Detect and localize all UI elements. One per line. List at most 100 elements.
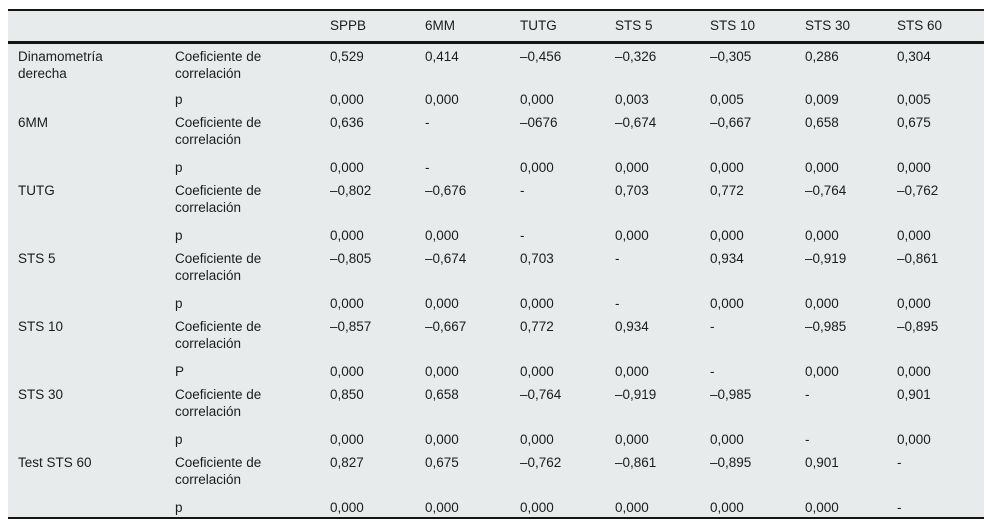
p-value: 0,000 [805,500,839,515]
coefficient-value: - [615,251,620,266]
coefficient-row: Test STS 60 Coeficiente de correlación 0,8… [8,450,984,495]
coefficient-value: 0,529 [330,48,364,64]
column-header-sts-10: STS 10 [710,18,756,34]
coefficient-value: 0,901 [805,455,839,470]
p-value: 0,000 [520,500,554,515]
p-value-row: p 0,000 0,000 0,000 0,003 0,005 0,009 0,005 [8,87,984,110]
coefficient-value: –0,456 [520,48,562,64]
coefficient-value: 0,703 [615,183,649,198]
coefficient-value: –0,985 [710,387,752,402]
coefficient-value: –0,667 [425,319,467,334]
p-value: 0,000 [425,364,459,379]
p-label: p [175,228,183,243]
p-value: 0,000 [425,92,459,107]
p-value: 0,000 [330,228,364,243]
coefficient-value: –0,676 [425,183,467,198]
coefficient-row: Dinamometría derecha Coeficiente de corre… [8,42,984,87]
stat-label: Coeficiente de correlación [175,251,262,283]
p-value: 0,000 [425,296,459,311]
p-value: 0,000 [520,92,554,107]
p-value: 0,000 [425,432,459,447]
coefficient-row: STS 10 Coeficiente de correlación –0,857 –0… [8,314,984,359]
p-value: 0,005 [897,92,931,107]
p-label: P [175,364,185,379]
p-value: 0,000 [330,364,364,379]
p-value: 0,000 [805,364,839,379]
p-value: 0,000 [425,228,459,243]
p-value: 0,000 [897,160,931,175]
p-value: 0,000 [805,160,839,175]
p-value: 0,000 [897,432,931,447]
stat-label: Coeficiente de correlación [175,48,262,81]
coefficient-value: –0,667 [710,115,752,130]
coefficient-value: –0,895 [897,319,939,334]
p-value-row: p 0,000 0,000 0,000 - 0,000 0,000 0,000 [8,291,984,314]
p-value: 0,000 [710,500,744,515]
coefficient-value: –0,861 [897,251,939,266]
p-label: p [175,432,183,447]
coefficient-value: 0,772 [710,183,744,198]
coefficient-row: STS 30 Coeficiente de correlación 0,850 0,6… [8,382,984,427]
column-header-sppb: SPPB [330,18,367,34]
row-label: TUTG [18,183,55,198]
coefficient-value: 0,658 [805,115,839,130]
p-value: - [520,228,525,243]
stat-label: Coeficiente de correlación [175,319,262,351]
p-value: 0,000 [330,500,364,515]
row-label-empty [8,223,175,246]
p-value: 0,000 [805,296,839,311]
row-label: STS 5 [18,251,56,266]
coefficient-value: 0,675 [425,455,459,470]
header-row: SPPB 6MM TUTG STS 5 STS 10 STS 30 STS 60 [8,10,984,42]
p-label: p [175,160,183,175]
coefficient-value: –0,805 [330,251,372,266]
column-header-tutg: TUTG [520,18,557,34]
p-value-row: p 0,000 - 0,000 0,000 0,000 0,000 0,000 [8,155,984,178]
table-body: Dinamometría derecha Coeficiente de corre… [8,42,984,518]
column-header-sts-5: STS 5 [615,18,653,34]
coefficient-value: 0,850 [330,387,364,402]
p-value: 0,000 [330,432,364,447]
coefficient-value: - [425,115,430,130]
p-value: 0,000 [897,296,931,311]
p-value: 0,000 [615,364,649,379]
coefficient-value: 0,934 [710,251,744,266]
p-value: 0,000 [710,160,744,175]
coefficient-value: 0,772 [520,319,554,334]
coefficient-value: –0,802 [330,183,372,198]
coefficient-value: –0,857 [330,319,372,334]
p-value: 0,000 [330,92,364,107]
column-header-sts-60: STS 60 [897,18,943,34]
row-label: 6MM [18,115,48,130]
column-header-sts-30: STS 30 [805,18,851,34]
p-value: 0,000 [710,228,744,243]
coefficient-value: 0,675 [897,115,931,130]
p-value: 0,000 [615,500,649,515]
p-value-row: P 0,000 0,000 0,000 0,000 - 0,000 0,000 [8,359,984,382]
coefficient-value: 0,703 [520,251,554,266]
p-value: 0,000 [520,432,554,447]
p-value: 0,000 [710,296,744,311]
column-header-blank-0 [8,10,175,42]
coefficient-value: –0,861 [615,455,657,470]
coefficient-value: 0,934 [615,319,649,334]
p-value: 0,009 [805,92,839,107]
p-value: 0,000 [330,296,364,311]
coefficient-value: –0,764 [520,387,562,402]
row-label: Dinamometría derecha [18,48,103,81]
coefficient-value: - [710,319,715,334]
coefficient-value: –0,919 [615,387,657,402]
p-value: - [425,160,430,175]
p-value: 0,005 [710,92,744,107]
p-value: 0,000 [330,160,364,175]
column-header-6mm: 6MM [425,18,455,34]
row-label: STS 10 [18,319,64,334]
row-label: Test STS 60 [18,455,92,470]
row-label: STS 30 [18,387,64,402]
coefficient-value: –0,762 [897,183,939,198]
p-value: 0,000 [897,364,931,379]
p-value: - [615,296,620,311]
coefficient-value: 0,286 [805,48,839,64]
coefficient-value: 0,636 [330,115,364,130]
